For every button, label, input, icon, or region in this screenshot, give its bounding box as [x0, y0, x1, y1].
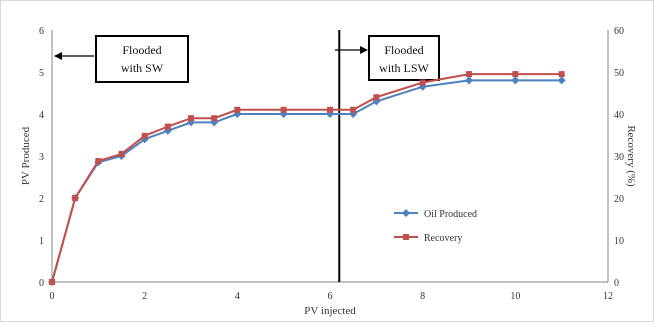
annotation-lsw-line-2: with LSW [379, 61, 429, 75]
annotation-lsw-line-1: Flooded [384, 43, 423, 57]
y-left-tick-label: 5 [39, 68, 44, 79]
y-left-tick-label: 1 [39, 236, 44, 247]
data-point-recovery [49, 279, 55, 285]
y-right-tick-label: 10 [614, 236, 624, 247]
data-point-recovery [419, 79, 426, 86]
y-right-tick-label: 20 [614, 194, 624, 205]
y-right-tick-label: 50 [614, 68, 624, 79]
data-point-recovery [234, 106, 241, 113]
y-right-tick-labels: 0 10 20 30 40 50 60 [614, 26, 624, 289]
y-right-tick-label: 60 [614, 26, 624, 37]
data-point-recovery [188, 115, 194, 122]
data-point-recovery [373, 94, 380, 101]
y-left-tick-label: 3 [39, 152, 44, 163]
x-tick-label: 0 [50, 291, 55, 302]
legend-diamond-icon [402, 209, 410, 217]
y-left-tick-label: 4 [39, 110, 44, 121]
data-point-recovery [466, 71, 472, 78]
legend-entry-recovery: Recovery [394, 233, 462, 244]
legend: Oil Produced Recovery [394, 209, 477, 244]
y-right-axis-title: Recovery (%) [625, 125, 637, 187]
x-tick-label: 8 [420, 291, 425, 302]
annotation-sw-line-1: Flooded [122, 43, 161, 57]
data-point-recovery [558, 71, 565, 78]
y-left-tick-labels: 0 1 2 3 4 5 6 [39, 26, 44, 289]
data-point-oil-produced [465, 76, 473, 85]
y-right-tick-label: 30 [614, 152, 624, 163]
legend-square-icon [403, 234, 409, 240]
data-point-oil-produced [557, 76, 566, 85]
annotation-flooded-sw: Flooded with SW [54, 35, 189, 83]
annotation-box-sw [95, 35, 189, 83]
annotation-box-lsw [368, 35, 440, 81]
x-tick-label: 6 [328, 291, 333, 302]
y-left-tick-label: 0 [39, 278, 44, 289]
data-point-recovery [350, 106, 357, 113]
y-right-tick-label: 0 [614, 278, 619, 289]
arrowhead-left-icon [54, 52, 62, 60]
data-point-recovery [512, 71, 519, 78]
data-point-recovery [95, 158, 102, 165]
y-right-tick-label: 40 [614, 110, 624, 121]
annotation-sw-line-2: with SW [121, 61, 164, 75]
y-left-axis-title: PV Produced [20, 126, 32, 185]
data-point-recovery [327, 106, 333, 113]
data-point-recovery [164, 123, 171, 130]
series-recovery [49, 71, 565, 285]
annotation-flooded-lsw: Flooded with LSW [335, 35, 440, 81]
data-point-oil-produced [511, 76, 520, 85]
legend-label-oil: Oil Produced [424, 209, 477, 220]
series-layer [48, 71, 566, 286]
x-axis-title: PV injected [304, 305, 356, 317]
x-tick-label: 10 [510, 291, 520, 302]
data-point-recovery [118, 150, 125, 157]
data-point-recovery [280, 106, 287, 113]
y-left-tick-label: 6 [39, 26, 44, 37]
data-point-recovery [72, 195, 79, 201]
x-tick-label: 4 [235, 291, 240, 302]
data-point-recovery [141, 132, 148, 139]
arrowhead-right-icon [360, 46, 368, 54]
axes-group [51, 30, 609, 283]
legend-entry-oil-produced: Oil Produced [394, 209, 477, 220]
x-tick-label: 2 [142, 291, 147, 302]
data-point-recovery [211, 115, 218, 122]
legend-label-recovery: Recovery [424, 233, 462, 244]
y-left-tick-label: 2 [39, 194, 44, 205]
x-tick-label: 12 [603, 291, 613, 302]
x-tick-labels: 0 2 4 6 8 10 12 [50, 291, 614, 302]
